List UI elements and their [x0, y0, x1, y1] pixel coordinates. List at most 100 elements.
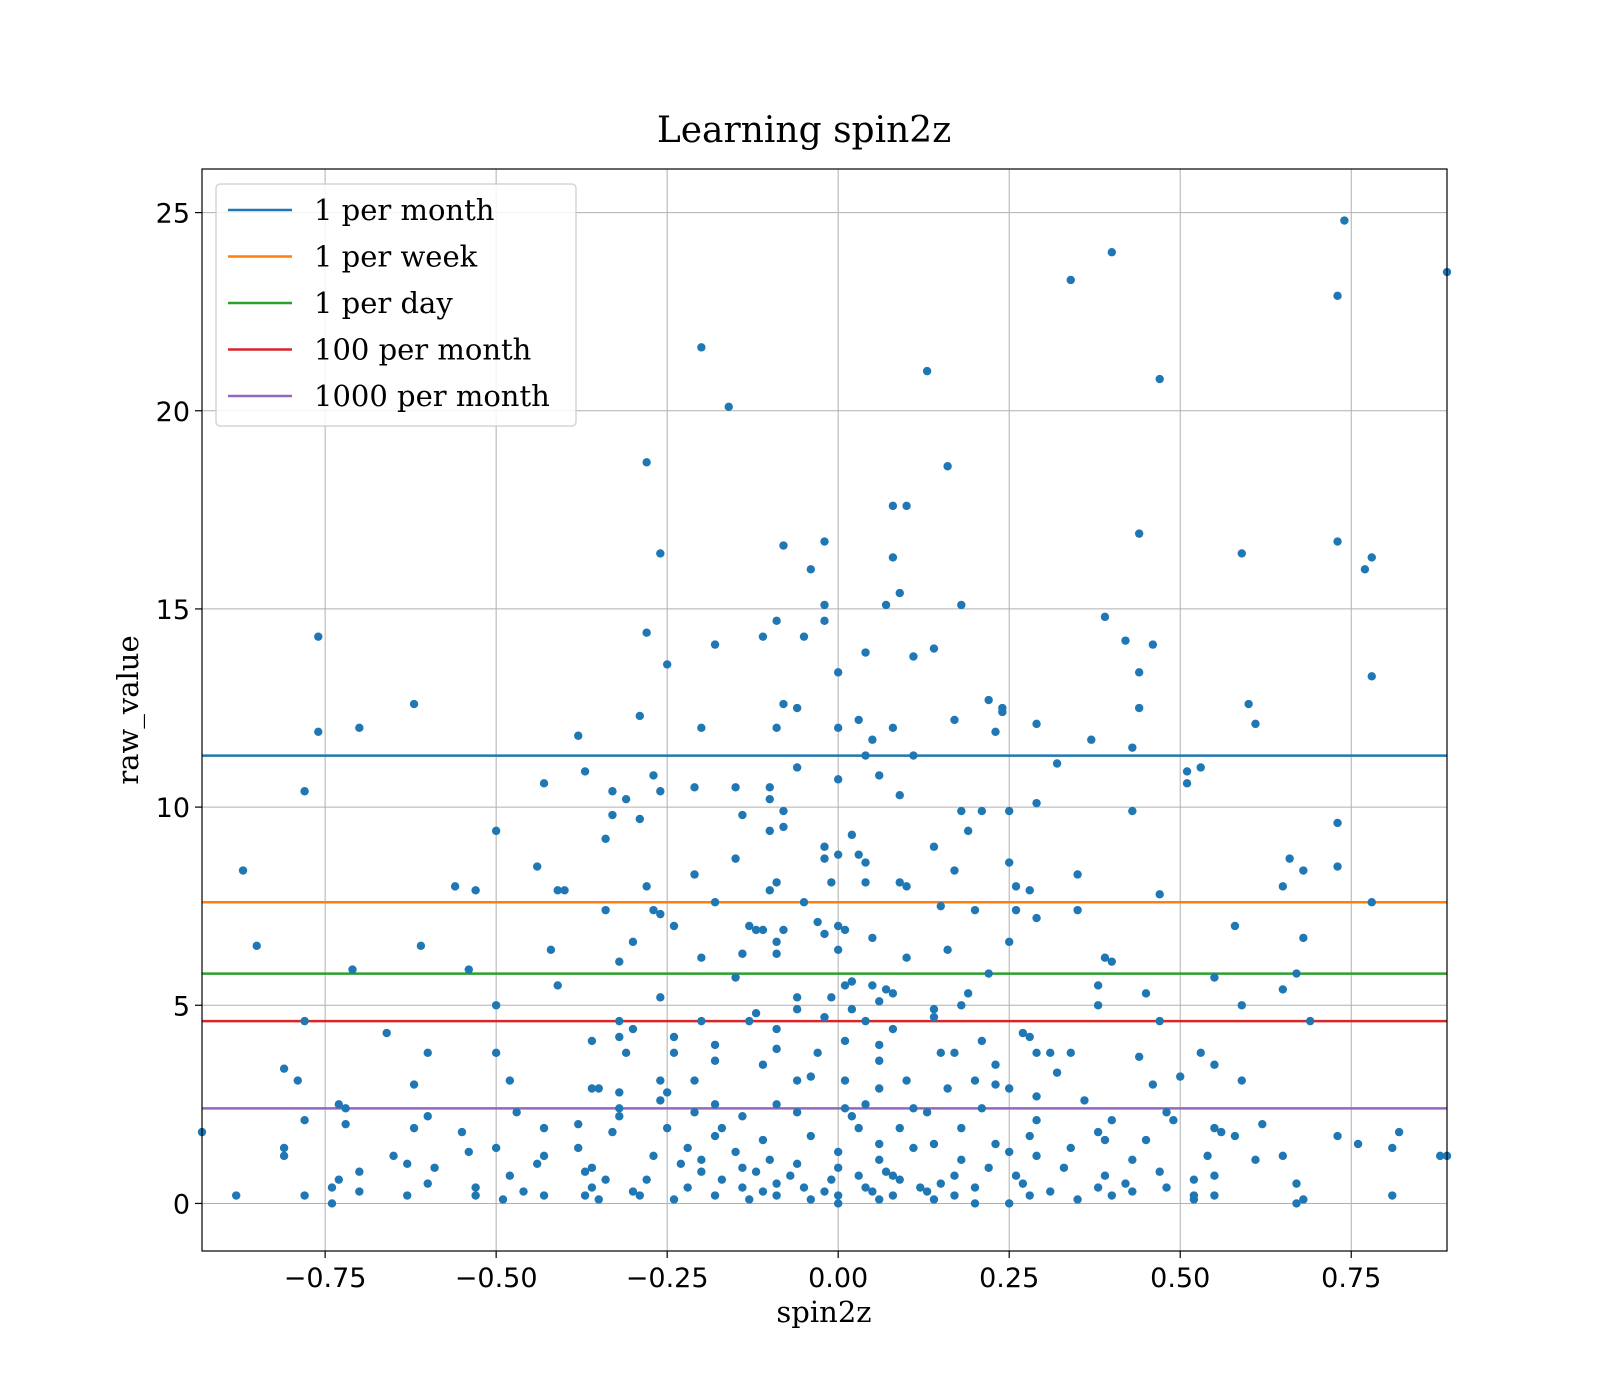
data-point — [772, 616, 781, 626]
data-point — [792, 763, 802, 772]
data-point — [957, 1155, 966, 1165]
data-point — [279, 1064, 289, 1073]
data-point — [888, 1191, 898, 1200]
data-point — [546, 945, 556, 954]
data-point — [635, 814, 645, 824]
data-point — [615, 1104, 624, 1113]
data-point — [936, 1048, 945, 1058]
data-point — [950, 715, 959, 725]
data-point — [409, 1080, 419, 1089]
data-point — [1176, 1072, 1185, 1081]
data-point — [423, 1112, 432, 1121]
data-point — [1032, 1048, 1041, 1058]
data-point — [840, 981, 850, 990]
data-point — [1128, 806, 1137, 816]
data-point — [847, 977, 857, 986]
data-point — [827, 993, 836, 1002]
y-tick-label: 5 — [173, 991, 190, 1022]
data-point — [1210, 1171, 1219, 1180]
data-point — [861, 1100, 870, 1109]
data-point — [355, 1167, 364, 1176]
data-point — [963, 826, 973, 836]
data-point — [505, 1076, 515, 1085]
data-point — [1162, 1108, 1171, 1117]
data-point — [875, 1139, 884, 1149]
data-point — [738, 1163, 747, 1172]
data-point — [813, 917, 822, 927]
data-point — [1155, 1167, 1164, 1176]
data-point — [847, 1112, 857, 1121]
data-point — [1244, 699, 1253, 709]
data-point — [690, 1076, 699, 1085]
data-point — [334, 1175, 344, 1184]
data-point — [758, 632, 768, 641]
data-point — [957, 1001, 966, 1010]
data-point — [820, 854, 829, 863]
data-point — [1333, 1131, 1342, 1141]
data-point — [868, 1187, 877, 1196]
data-point — [950, 1171, 959, 1180]
data-point — [922, 366, 932, 376]
y-axis-label: raw_value — [111, 635, 146, 784]
data-point — [765, 886, 774, 895]
data-point — [1292, 1179, 1301, 1188]
data-point — [772, 1179, 781, 1188]
data-point — [731, 973, 740, 982]
data-point — [491, 1143, 501, 1153]
data-point — [875, 1084, 884, 1093]
data-point — [840, 1036, 850, 1046]
data-point — [628, 1187, 638, 1196]
data-point — [1100, 612, 1110, 622]
data-point — [1251, 1155, 1260, 1165]
data-point — [594, 1195, 603, 1204]
data-point — [765, 794, 774, 804]
data-point — [950, 1191, 959, 1200]
data-point — [731, 854, 740, 863]
data-point — [772, 937, 781, 947]
data-point — [833, 1147, 843, 1157]
data-point — [314, 727, 323, 736]
data-point — [909, 652, 918, 661]
data-point — [998, 707, 1007, 717]
data-point — [1032, 1116, 1041, 1125]
x-tick-label: −0.75 — [284, 1263, 367, 1294]
data-point — [580, 1191, 590, 1200]
data-point — [792, 1005, 802, 1014]
x-tick-label: 0.75 — [1321, 1263, 1381, 1294]
data-point — [738, 1183, 747, 1192]
data-point — [505, 1171, 515, 1180]
data-point — [491, 826, 501, 836]
data-point — [1141, 989, 1151, 998]
data-point — [827, 1175, 836, 1184]
data-point — [710, 1100, 720, 1109]
data-point — [929, 1195, 939, 1204]
data-point — [881, 600, 891, 610]
data-point — [471, 1191, 480, 1200]
data-point — [594, 1084, 603, 1093]
data-point — [1237, 1076, 1246, 1085]
data-point — [943, 462, 952, 471]
data-point — [738, 810, 747, 820]
data-point — [1073, 1195, 1082, 1204]
legend-label: 1000 per month — [314, 379, 550, 413]
data-point — [1128, 743, 1137, 752]
data-point — [806, 565, 816, 574]
data-point — [621, 794, 631, 804]
data-point — [1128, 1187, 1137, 1196]
legend-label: 100 per month — [314, 333, 531, 367]
data-point — [1141, 1135, 1151, 1145]
data-point — [587, 1084, 597, 1093]
data-point — [1107, 957, 1117, 966]
data-point — [1032, 1151, 1041, 1161]
data-point — [1052, 759, 1062, 768]
data-point — [697, 723, 706, 733]
data-point — [827, 878, 836, 887]
x-tick-label: −0.50 — [455, 1263, 538, 1294]
data-point — [1073, 905, 1082, 915]
data-point — [861, 878, 870, 887]
data-point — [772, 723, 781, 733]
data-point — [238, 866, 248, 875]
data-point — [348, 965, 357, 974]
data-point — [820, 616, 829, 626]
